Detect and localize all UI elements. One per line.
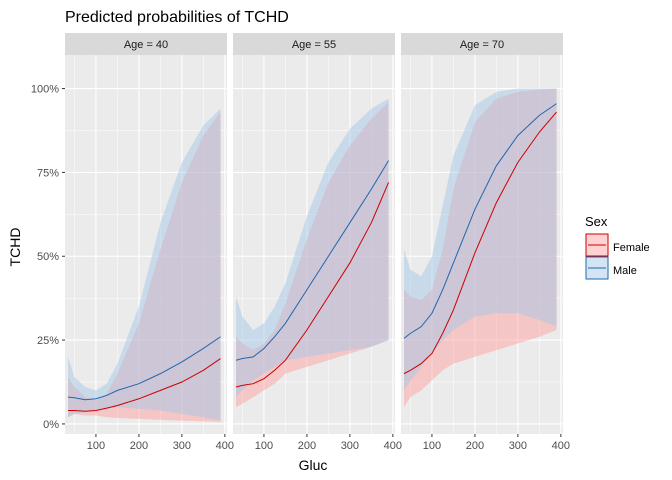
facet-strip — [233, 33, 395, 55]
facet-panel-1: Age = 40 100 200 300 400 — [65, 33, 234, 452]
x-tick-label: 100 — [423, 440, 441, 452]
y-tick-label: 0% — [43, 419, 59, 431]
series-line-male — [67, 336, 221, 401]
series-line-male — [235, 160, 389, 361]
x-tick-label: 400 — [552, 440, 570, 452]
series-line-female — [235, 182, 390, 388]
facet-panel-2: Age = 55 100 200 300 400 — [233, 33, 402, 452]
legend-keys — [585, 233, 609, 280]
y-tick-label: 50% — [37, 251, 59, 263]
facet-panel-3: Age = 70 100 200 300 400 — [401, 33, 570, 452]
ci-band-female — [68, 112, 221, 422]
facet-strip-label: Age = 70 — [460, 39, 504, 51]
legend: Sex Female Male — [585, 214, 650, 280]
facet-strip-label: Age = 55 — [292, 39, 336, 51]
panel-background — [233, 55, 395, 434]
y-tick-label: 100% — [31, 84, 59, 96]
legend-label-female: Female — [613, 242, 650, 254]
legend-label-male: Male — [613, 265, 637, 277]
ci-band-female — [404, 88, 557, 408]
chart-title: Predicted probabilities of TCHD — [65, 9, 289, 26]
x-axis-label: Gluc — [299, 457, 328, 473]
x-tick-label: 200 — [130, 440, 148, 452]
series-line-female — [403, 111, 557, 375]
x-tick-label: 100 — [87, 440, 105, 452]
x-tick-label: 200 — [466, 440, 484, 452]
y-axis-label: TCHD — [7, 228, 23, 267]
panel-background — [65, 55, 227, 434]
facet-strip — [401, 33, 563, 55]
y-tick-label: 75% — [37, 167, 59, 179]
x-tick-label: 300 — [341, 440, 359, 452]
series-line-female — [68, 358, 221, 412]
x-tick-label: 400 — [216, 440, 234, 452]
facet-strip-label: Age = 40 — [124, 39, 168, 51]
x-tick-label: 100 — [255, 440, 273, 452]
x-tick-label: 300 — [509, 440, 527, 452]
x-tick-label: 200 — [298, 440, 316, 452]
facet-strip — [65, 33, 227, 55]
x-tick-label: 400 — [384, 440, 402, 452]
y-tick-label: 25% — [37, 335, 59, 347]
ci-band-female — [236, 101, 389, 408]
ci-band-male — [68, 108, 221, 421]
panels-layer: Age = 40 100 200 300 400 Age = 55 100 200 300 400… — [31, 33, 570, 452]
series-line-male — [403, 103, 557, 339]
legend-title: Sex — [585, 214, 608, 229]
ci-band-male — [236, 98, 389, 398]
x-tick-label: 300 — [173, 440, 191, 452]
